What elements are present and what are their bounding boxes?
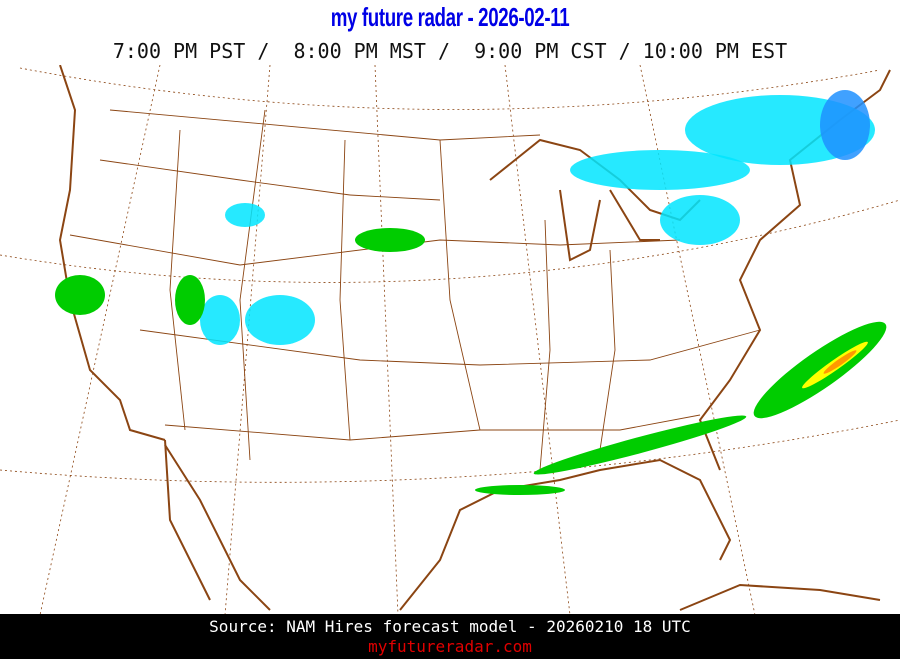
precipitation xyxy=(55,90,887,495)
page-title: my future radar - 2026-02-11 xyxy=(330,2,570,32)
graticule xyxy=(0,65,900,615)
rain-gulf-band xyxy=(533,415,747,475)
snow-colorado xyxy=(245,295,315,345)
snow-great-lakes xyxy=(570,150,750,190)
source-label: Source: NAM Hires forecast model - 20260… xyxy=(209,617,691,636)
snow-utah xyxy=(200,295,240,345)
rain-south-dakota xyxy=(355,228,425,252)
longitude-line xyxy=(39,65,161,615)
site-link[interactable]: myfutureradar.com xyxy=(368,637,532,656)
longitude-line xyxy=(374,65,399,615)
latitude-line xyxy=(19,67,881,110)
latitude-line xyxy=(0,199,900,283)
radar-map xyxy=(0,65,900,615)
rain-nevada xyxy=(175,275,205,325)
time-zones-label: 7:00 PM PST / 8:00 PM MST / 9:00 PM CST … xyxy=(112,39,788,63)
cuba-coast xyxy=(679,583,881,611)
longitude-line xyxy=(224,65,271,615)
footer: Source: NAM Hires forecast model - 20260… xyxy=(0,614,900,659)
rain-california xyxy=(55,275,105,315)
snow-idaho xyxy=(225,203,265,227)
state-borders xyxy=(69,109,761,471)
longitude-line xyxy=(639,65,756,615)
latitude-line xyxy=(0,419,900,483)
snow-ohio xyxy=(660,195,740,245)
snow-heavy-maine xyxy=(820,90,870,160)
west-coast xyxy=(58,65,166,441)
rain-atlantic-heavy xyxy=(823,350,857,374)
gulf-coast xyxy=(399,458,732,611)
longitude-line xyxy=(504,65,571,615)
rain-texas-coast xyxy=(475,485,565,495)
mexico-coast xyxy=(164,444,271,611)
baja-coast xyxy=(164,439,211,601)
